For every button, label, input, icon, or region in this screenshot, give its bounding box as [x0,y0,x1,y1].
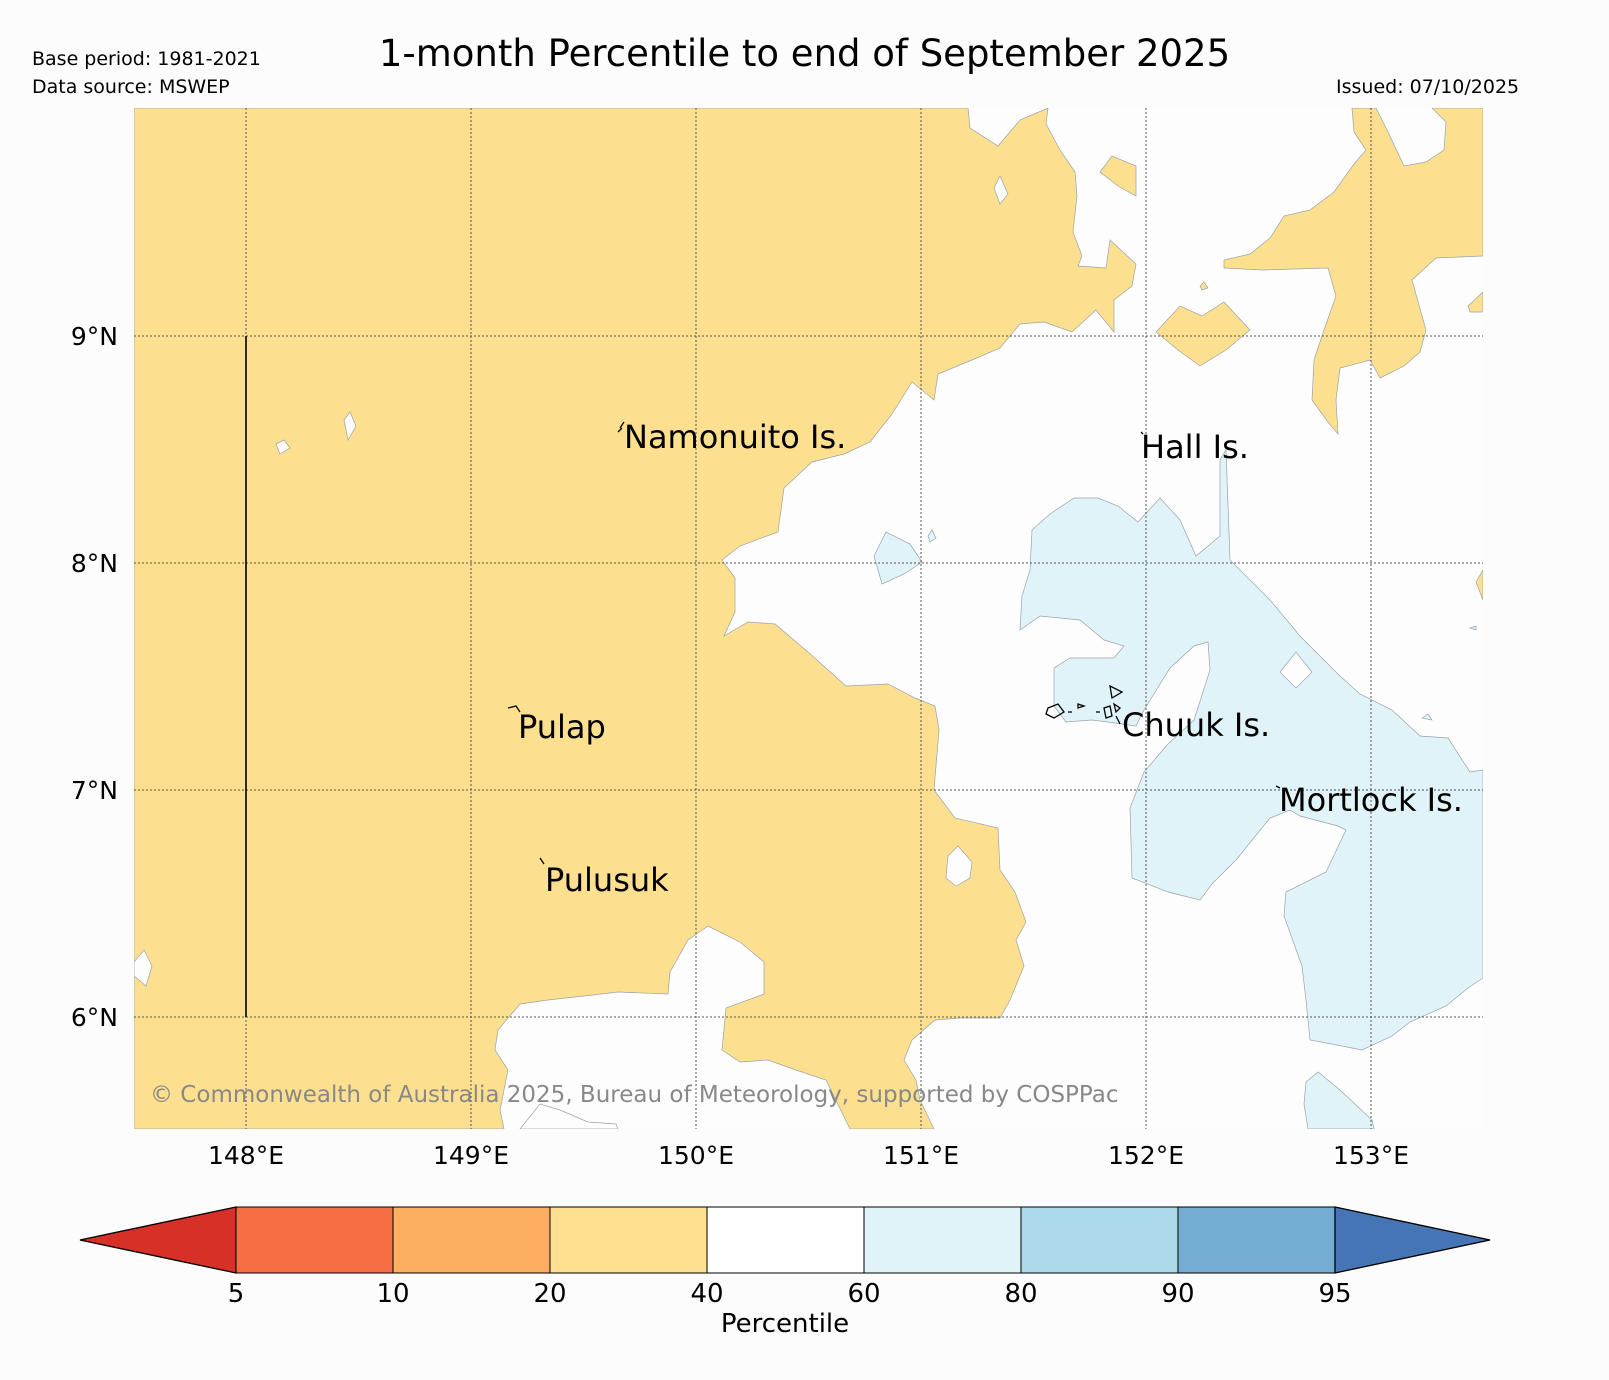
colorbar-segment [392,1206,551,1274]
island-outline [539,857,545,865]
region-40-60-hole [343,411,357,441]
colorbar-extend-high [1334,1206,1491,1274]
lon-label: 149°E [433,1141,509,1170]
region-20-40-northeast [1223,108,1483,436]
colorbar-tick-label: 90 [1161,1279,1194,1309]
lon-label: 151°E [883,1141,959,1170]
colorbar-tick-label: 10 [376,1279,409,1309]
region-60-80-small [927,529,937,543]
colorbar-segment [706,1206,865,1274]
islands [507,421,1281,865]
colorbar-tick-label: 80 [1004,1279,1037,1309]
region-40-60-hole [275,439,291,455]
island-outline [507,705,521,713]
region-60-80-small [873,531,923,585]
region-40-60-hole [1279,651,1313,689]
lon-label: 153°E [1333,1141,1409,1170]
colorbar-segment [235,1206,394,1274]
gridlines [134,108,1483,1129]
region-40-60-hole [519,1103,619,1129]
lat-label: 7°N [71,776,118,805]
copyright-notice: © Commonwealth of Australia 2025, Bureau… [150,1082,1119,1108]
colorbar-tick-label: 20 [533,1279,566,1309]
colorbar-tick-label: 40 [690,1279,723,1309]
region-40-60-hole [945,845,973,887]
lon-label: 152°E [1108,1141,1184,1170]
region-20-40-patch [1475,569,1483,601]
map-area [134,108,1483,1129]
island-outline [1109,684,1124,700]
place-label-pulusuk: Pulusuk [545,861,669,899]
colorbar-segment [549,1206,708,1274]
place-label-chuuk: Chuuk Is. [1122,706,1270,744]
region-60-80-south [1303,1071,1375,1129]
colorbar-tick-label: 95 [1318,1279,1351,1309]
island-outline [617,421,625,433]
region-40-60-hole [993,175,1009,205]
lat-label: 9°N [71,322,118,351]
place-label-namonuito: Namonuito Is. [624,418,846,456]
colorbar-extend-low [79,1206,237,1274]
island-outline [1045,702,1122,725]
base-period-label: Base period: 1981-2021 [32,48,261,70]
data-source-label: Data source: MSWEP [32,76,230,98]
region-40-60-hole [134,949,153,987]
region-20-40-patch [1199,281,1209,291]
region-60-80-small [1468,625,1477,631]
place-label-hall: Hall Is. [1141,428,1249,466]
colorbar-segment [1020,1206,1179,1274]
colorbar-segment [863,1206,1022,1274]
lon-label: 148°E [208,1141,284,1170]
colorbar: 5 10 20 40 60 80 90 95 Percentile [79,1206,1491,1339]
island-outline [1275,785,1281,789]
island-outline [1140,431,1144,435]
region-20-40-patch [1099,155,1137,197]
issued-date-label: Issued: 07/10/2025 [1336,76,1520,98]
colorbar-tick-label: 5 [228,1279,245,1309]
region-20-40-patch [1155,301,1251,367]
region-20-40-patch [1467,291,1483,313]
colorbar-tick-label: 60 [847,1279,880,1309]
lat-label: 8°N [71,549,118,578]
lon-label: 150°E [658,1141,734,1170]
place-label-mortlock: Mortlock Is. [1279,781,1463,819]
lat-label: 6°N [71,1003,118,1032]
colorbar-label: Percentile [721,1309,849,1339]
colorbar-segment [1177,1206,1336,1274]
place-label-pulap: Pulap [518,708,606,746]
map-title: 1-month Percentile to end of September 2… [378,32,1231,75]
region-60-80-small [1421,713,1433,721]
region-20-40-west [134,108,1137,1129]
